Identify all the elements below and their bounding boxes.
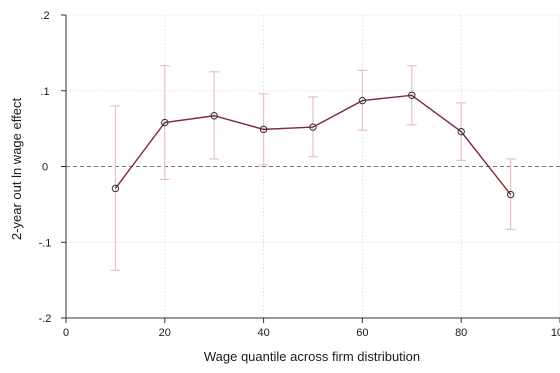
x-tick-label-2: 40 [257,327,269,339]
x-axis-title: Wage quantile across firm distribution [204,349,420,364]
y-tick-label-3: .1 [40,86,49,98]
data-point-8 [506,190,515,199]
x-tick-label-1: 20 [159,327,171,339]
data-point-5 [358,96,367,105]
x-tick-label-5: 100 [551,327,560,339]
y-tick-label-2: 0 [42,162,48,174]
series-line-0 [114,94,512,195]
data-point-4 [309,123,317,131]
axes [61,14,560,323]
x-tick-label-4: 80 [455,327,467,339]
data-point-6 [408,91,416,99]
data-point-0 [111,184,120,193]
data-point-1 [161,118,169,127]
tick-labels: -.2 -.1 0 .1 .2 0 20 40 60 80 100 [39,10,560,339]
x-tick-label-0: 0 [63,327,69,339]
series [114,94,512,195]
error-bars [110,65,516,271]
y-tick-label-1: -.1 [39,237,52,249]
x-tick-label-3: 60 [356,327,368,339]
data-point-7 [457,127,465,136]
y-axis-title: 2-year out ln wage effect [9,98,24,241]
markers [111,91,515,199]
y-tick-label-0: -.2 [39,313,52,325]
data-point-2 [210,112,218,120]
data-point-3 [259,125,268,134]
y-tick-label-4: .2 [40,10,49,22]
grid-lines [66,14,560,319]
